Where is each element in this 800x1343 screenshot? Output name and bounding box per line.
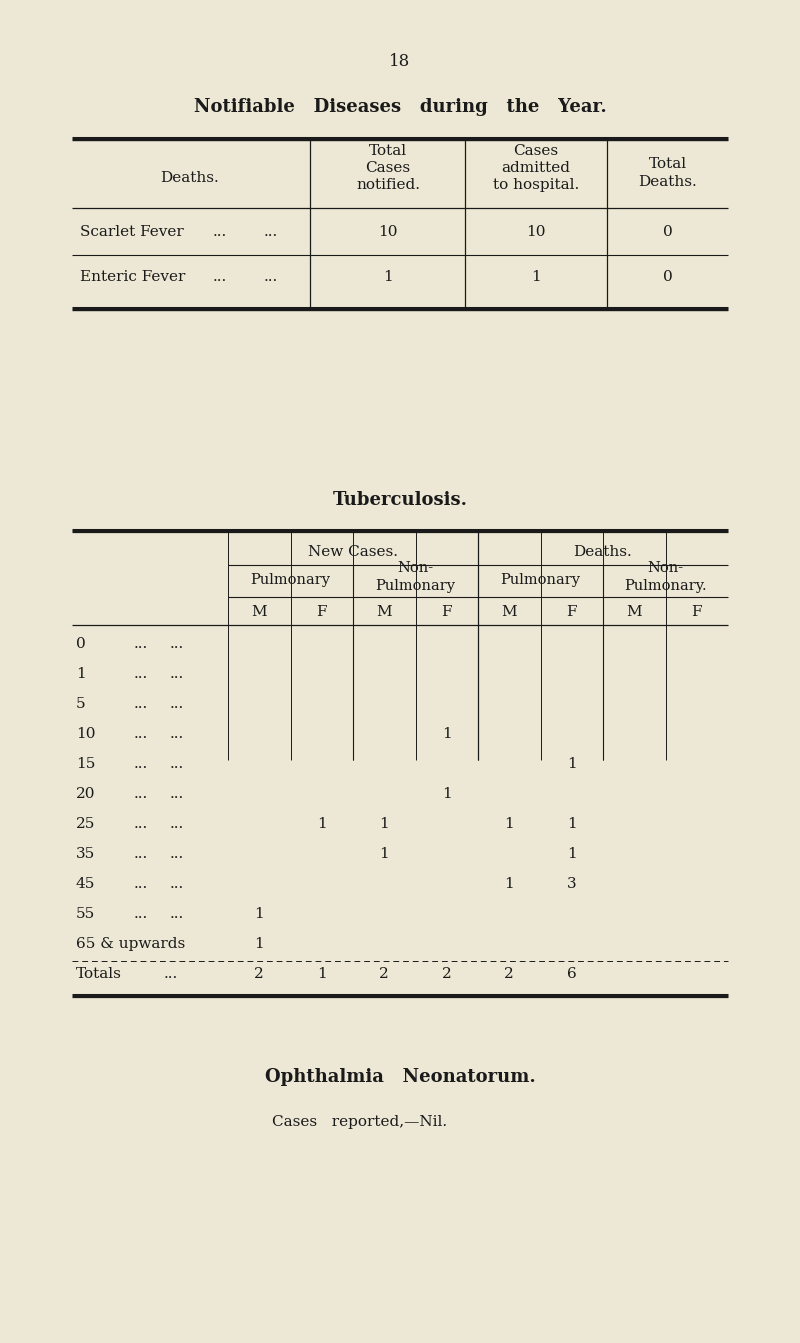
Text: 1: 1: [317, 817, 326, 831]
Text: Total
Cases
notified.: Total Cases notified.: [356, 144, 420, 192]
Text: ...: ...: [170, 697, 184, 710]
Text: ...: ...: [213, 270, 227, 283]
Text: 1: 1: [442, 727, 452, 741]
Text: 1: 1: [76, 667, 86, 681]
Text: ...: ...: [134, 727, 148, 741]
Text: ...: ...: [164, 967, 178, 980]
Text: 45: 45: [76, 877, 95, 890]
Text: Cases
admitted
to hospital.: Cases admitted to hospital.: [493, 144, 579, 192]
Text: ...: ...: [170, 727, 184, 741]
Text: 1: 1: [567, 847, 577, 861]
Text: ...: ...: [134, 667, 148, 681]
Text: M: M: [251, 604, 267, 619]
Text: 1: 1: [379, 847, 389, 861]
Text: 1: 1: [531, 270, 541, 283]
Text: 18: 18: [390, 54, 410, 70]
Text: 1: 1: [254, 907, 264, 921]
Text: 5: 5: [76, 697, 86, 710]
Text: 10: 10: [526, 226, 546, 239]
Text: Enteric Fever: Enteric Fever: [80, 270, 186, 283]
Text: 1: 1: [567, 757, 577, 771]
Text: Notifiable   Diseases   during   the   Year.: Notifiable Diseases during the Year.: [194, 98, 606, 115]
Text: ...: ...: [170, 817, 184, 831]
Text: ...: ...: [170, 667, 184, 681]
Text: ...: ...: [213, 226, 227, 239]
Text: ...: ...: [134, 817, 148, 831]
Text: Ophthalmia   Neonatorum.: Ophthalmia Neonatorum.: [265, 1068, 535, 1086]
Text: New Cases.: New Cases.: [308, 545, 398, 559]
Text: Totals: Totals: [76, 967, 122, 980]
Text: Non-
Pulmonary: Non- Pulmonary: [375, 561, 455, 592]
Text: 2: 2: [442, 967, 452, 980]
Text: Cases   reported,—Nil.: Cases reported,—Nil.: [273, 1115, 447, 1129]
Text: M: M: [626, 604, 642, 619]
Text: ...: ...: [264, 226, 278, 239]
Text: Total
Deaths.: Total Deaths.: [638, 157, 698, 188]
Text: ...: ...: [134, 637, 148, 651]
Text: ...: ...: [170, 637, 184, 651]
Text: 55: 55: [76, 907, 95, 921]
Text: 1: 1: [504, 817, 514, 831]
Text: ...: ...: [134, 757, 148, 771]
Text: ...: ...: [170, 787, 184, 800]
Text: ...: ...: [134, 877, 148, 890]
Text: Pulmonary: Pulmonary: [250, 573, 330, 587]
Text: M: M: [502, 604, 517, 619]
Text: ...: ...: [134, 847, 148, 861]
Text: 65 & upwards: 65 & upwards: [76, 937, 186, 951]
Text: 1: 1: [254, 937, 264, 951]
Text: Non-
Pulmonary.: Non- Pulmonary.: [624, 561, 707, 592]
Text: 10: 10: [76, 727, 95, 741]
Text: ...: ...: [170, 757, 184, 771]
Text: 1: 1: [567, 817, 577, 831]
Text: 25: 25: [76, 817, 95, 831]
Text: 3: 3: [567, 877, 577, 890]
Text: Tuberculosis.: Tuberculosis.: [333, 492, 467, 509]
Text: 2: 2: [379, 967, 389, 980]
Text: ...: ...: [134, 787, 148, 800]
Text: 1: 1: [383, 270, 393, 283]
Text: ...: ...: [134, 697, 148, 710]
Text: F: F: [442, 604, 452, 619]
Text: 1: 1: [442, 787, 452, 800]
Text: M: M: [377, 604, 392, 619]
Text: 1: 1: [379, 817, 389, 831]
Text: 0: 0: [663, 270, 673, 283]
Text: ...: ...: [170, 847, 184, 861]
Text: Pulmonary: Pulmonary: [501, 573, 581, 587]
Text: 2: 2: [504, 967, 514, 980]
Text: 10: 10: [378, 226, 398, 239]
Text: 1: 1: [317, 967, 326, 980]
Text: Deaths.: Deaths.: [161, 171, 219, 185]
Text: 20: 20: [76, 787, 95, 800]
Text: ...: ...: [134, 907, 148, 921]
Text: Scarlet Fever: Scarlet Fever: [80, 226, 184, 239]
Text: 6: 6: [567, 967, 577, 980]
Text: Deaths.: Deaths.: [574, 545, 632, 559]
Text: 35: 35: [76, 847, 95, 861]
Text: F: F: [566, 604, 577, 619]
Text: 1: 1: [504, 877, 514, 890]
Text: 15: 15: [76, 757, 95, 771]
Text: 0: 0: [663, 226, 673, 239]
Text: ...: ...: [264, 270, 278, 283]
Text: 2: 2: [254, 967, 264, 980]
Text: ...: ...: [170, 907, 184, 921]
Text: F: F: [691, 604, 702, 619]
Text: 0: 0: [76, 637, 86, 651]
Text: F: F: [317, 604, 327, 619]
Text: ...: ...: [170, 877, 184, 890]
